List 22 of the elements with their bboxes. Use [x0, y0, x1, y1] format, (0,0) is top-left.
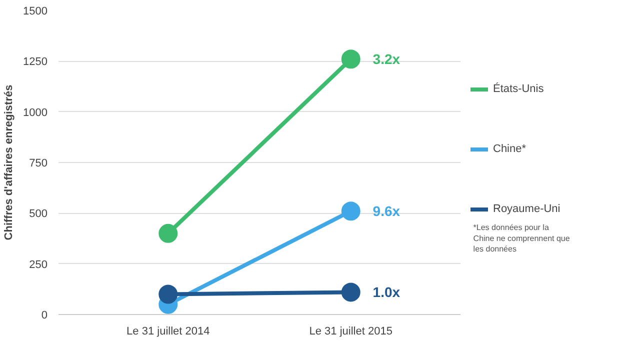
annotation: 9.6x: [372, 203, 400, 220]
annotation: 1.0x: [372, 284, 400, 300]
y-tick-label: 1500: [23, 6, 48, 18]
y-tick-label: 1000: [23, 106, 48, 119]
y-tick-label: 750: [29, 158, 48, 170]
point: [158, 284, 178, 304]
x-tick-label: Le 31 juillet 2015: [309, 326, 392, 338]
y-axis-title: Chiffres d'affaires enregistrés: [3, 84, 16, 240]
x-tick-label: Le 31 juillet 2014: [126, 326, 210, 338]
y-tick-label: 250: [29, 258, 48, 271]
point: [341, 202, 360, 221]
y-tick-label: 0: [41, 310, 48, 322]
point: [341, 50, 360, 69]
point: [158, 224, 178, 243]
annotation: 3.2x: [372, 51, 400, 68]
point: [341, 282, 360, 302]
legend-label: Chine*: [493, 143, 526, 155]
legend-label: États-Unis: [493, 83, 544, 95]
y-tick-label: 500: [29, 208, 48, 220]
text: *Les données pour la Chine ne comprennent que les données: [473, 223, 570, 254]
y-tick-label: 1250: [23, 56, 48, 68]
legend-label: Royaume-Uni: [493, 203, 560, 215]
